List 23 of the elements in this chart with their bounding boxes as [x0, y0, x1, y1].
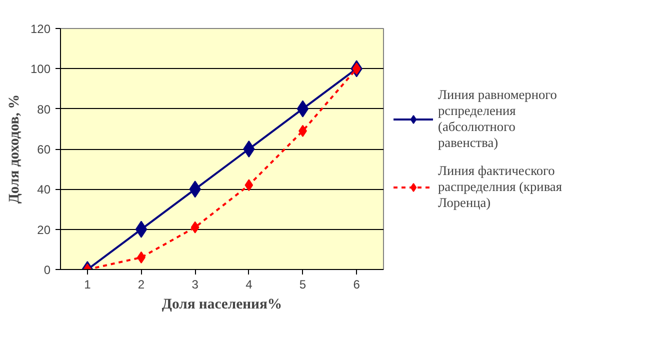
point	[135, 220, 148, 238]
y-tick-label: 0	[44, 263, 51, 277]
point	[352, 62, 361, 75]
legend-label: Линия равномерного рспределения (абсолютного равенства)	[438, 86, 557, 150]
x-tick-label: 3	[192, 278, 199, 292]
point	[190, 221, 200, 234]
x-tick-label: 2	[138, 278, 145, 292]
point	[244, 179, 254, 192]
x-tick-label: 1	[84, 278, 92, 292]
y-tick-label: 120	[30, 22, 51, 36]
y-axis-title: Доля доходов, %	[6, 94, 22, 204]
legend-label: Линия фактического распределния (кривая Лоренца)	[438, 162, 562, 210]
y-tick-label: 40	[37, 182, 51, 197]
x-tick-label: 5	[299, 278, 306, 292]
y-tick-label: 60	[37, 142, 51, 156]
y-tick-label: 20	[37, 222, 51, 237]
point	[243, 140, 255, 158]
point	[296, 100, 309, 118]
x-tick-label: 4	[246, 278, 253, 292]
x-axis-title: Доля населения%	[162, 296, 282, 312]
y-tick-label: 100	[30, 62, 51, 76]
x-tick-label: 6	[353, 278, 360, 292]
y-tick-label: 80	[37, 102, 51, 116]
